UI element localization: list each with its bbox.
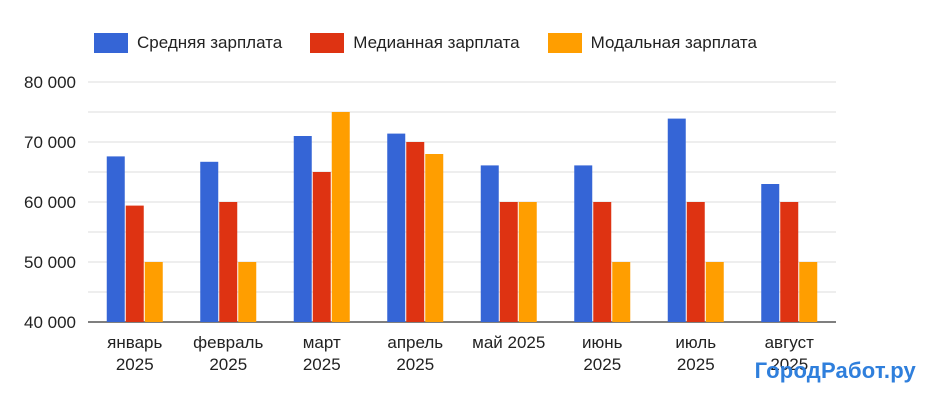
x-tick-label: февраль [193, 333, 263, 352]
bar [574, 165, 593, 322]
legend-item-median: Медианная зарплата [310, 33, 520, 53]
x-tick-label: январь [107, 333, 162, 352]
bar [480, 165, 499, 322]
legend-label-avg: Средняя зарплата [137, 33, 283, 52]
x-tick-label: август [765, 333, 814, 352]
x-tick-label: март [303, 333, 341, 352]
bar [144, 262, 163, 322]
bar [780, 202, 799, 322]
y-tick-label: 50 000 [24, 253, 76, 272]
x-tick-label: 2025 [303, 355, 341, 374]
bar [387, 133, 406, 322]
legend-swatch-avg [94, 33, 128, 53]
legend-label-mode: Модальная зарплата [590, 33, 757, 52]
legend-label-median: Медианная зарплата [353, 33, 520, 52]
x-tick-label: 2025 [396, 355, 434, 374]
bar [125, 205, 144, 322]
bar [219, 202, 238, 322]
y-tick-label: 70 000 [24, 133, 76, 152]
bar [761, 184, 780, 322]
bar [406, 142, 425, 322]
y-tick-label: 60 000 [24, 193, 76, 212]
bar [331, 112, 350, 322]
bar [667, 118, 686, 322]
x-tick-label: апрель [387, 333, 443, 352]
x-tick-label: июль [675, 333, 716, 352]
y-tick-label: 80 000 [24, 73, 76, 92]
legend-swatch-mode [547, 33, 582, 53]
y-tick-label: 40 000 [24, 313, 76, 332]
bar [238, 262, 257, 322]
bar [499, 202, 518, 322]
bar [612, 262, 631, 322]
bar [686, 202, 705, 322]
bar [200, 161, 219, 322]
legend: Средняя зарплата Медианная зарплата Мода… [94, 33, 785, 53]
legend-item-mode: Модальная зарплата [547, 33, 757, 53]
bar [705, 262, 724, 322]
legend-swatch-median [310, 33, 345, 53]
x-tick-label: 2025 [677, 355, 715, 374]
x-tick-label: 2025 [583, 355, 621, 374]
bar [425, 154, 444, 322]
watermark-logo: ГородРабот.ру [754, 358, 916, 383]
bar [799, 262, 818, 322]
x-tick-label: 2025 [770, 355, 808, 374]
bar [106, 156, 125, 322]
x-tick-label: июнь [582, 333, 623, 352]
x-tick-label: май 2025 [472, 333, 545, 352]
legend-item-avg: Средняя зарплата [94, 33, 282, 53]
bar [312, 172, 331, 322]
x-tick-label: 2025 [209, 355, 247, 374]
bar [593, 202, 612, 322]
bar [518, 202, 537, 322]
x-tick-label: 2025 [116, 355, 154, 374]
bar [293, 136, 312, 322]
